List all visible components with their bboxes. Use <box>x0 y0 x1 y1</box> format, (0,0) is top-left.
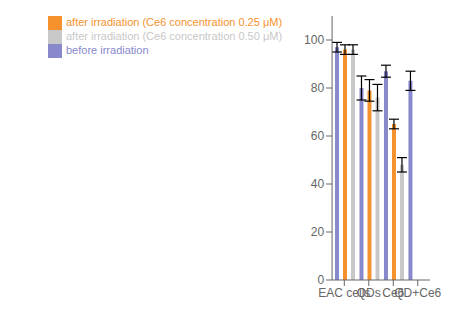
svg-text:QDs: QDs <box>357 286 381 300</box>
html-text:before irradiation: before irradiation <box>66 44 149 57</box>
svg-text:100: 100 <box>304 33 324 47</box>
svg-text:QD+Ce6: QD+Ce6 <box>394 286 441 300</box>
svg-text:80: 80 <box>311 81 325 95</box>
svg-text:60: 60 <box>311 129 325 143</box>
svg-text:0: 0 <box>317 273 324 287</box>
html-text:after irradiation (Ce6 concent: after irradiation (Ce6 concentration 0.5… <box>66 30 283 43</box>
svg-text:EAC cells: EAC cells <box>318 285 371 300</box>
svg-text:20: 20 <box>311 225 325 239</box>
svg-text:40: 40 <box>311 177 325 191</box>
html-text:after irradiation (Ce6 concent: after irradiation (Ce6 concentration 0.2… <box>66 16 283 28</box>
